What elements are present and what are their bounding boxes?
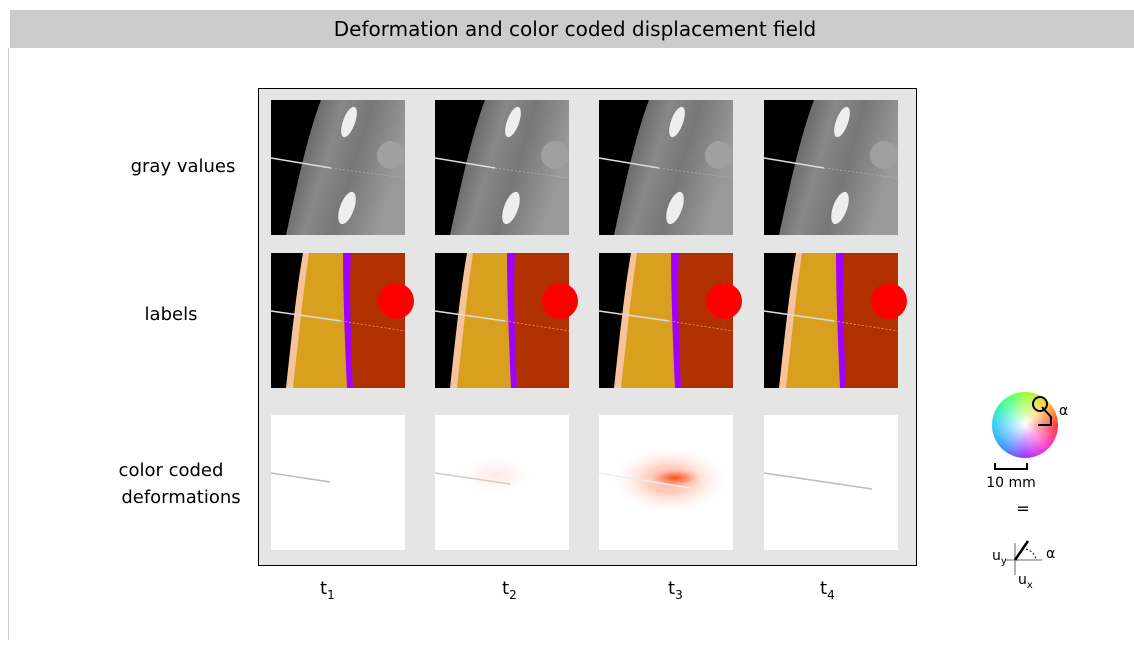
column-label: t2 (502, 578, 517, 602)
text-part: 3 (675, 588, 683, 602)
text-part: t (820, 578, 827, 599)
column-label: t4 (820, 578, 835, 602)
legend-scale: 10 mm (986, 475, 1036, 491)
text-part: t (668, 578, 675, 599)
figure-svg: Deformation and color coded displacement… (0, 0, 1134, 645)
row-label: gray values (131, 156, 236, 177)
text-part: t (502, 578, 509, 599)
row-label: labels (145, 304, 198, 325)
legend-uy: uy (992, 548, 1007, 567)
text-part: t (320, 578, 327, 599)
figure: Deformation and color coded displacement… (0, 0, 1134, 645)
legend-angle2: α (1046, 546, 1055, 562)
column-label: t3 (668, 578, 683, 602)
text-part: x (1027, 580, 1033, 591)
legend: α 10 mm = uy ux α (986, 397, 1068, 591)
legend-equals: = (1016, 499, 1029, 518)
text-part: 4 (827, 588, 835, 602)
row-label: color coded (119, 460, 224, 481)
legend-angle: α (1059, 403, 1068, 419)
text-part: u (992, 548, 1001, 564)
text-part: 1 (327, 588, 335, 602)
text-part: 2 (509, 588, 517, 602)
column-label: t1 (320, 578, 335, 602)
row-label: deformations (121, 487, 240, 508)
text-part: y (1001, 556, 1007, 567)
legend-ux: ux (1018, 572, 1033, 591)
text-part: u (1018, 572, 1027, 588)
title: Deformation and color coded displacement… (334, 17, 816, 41)
